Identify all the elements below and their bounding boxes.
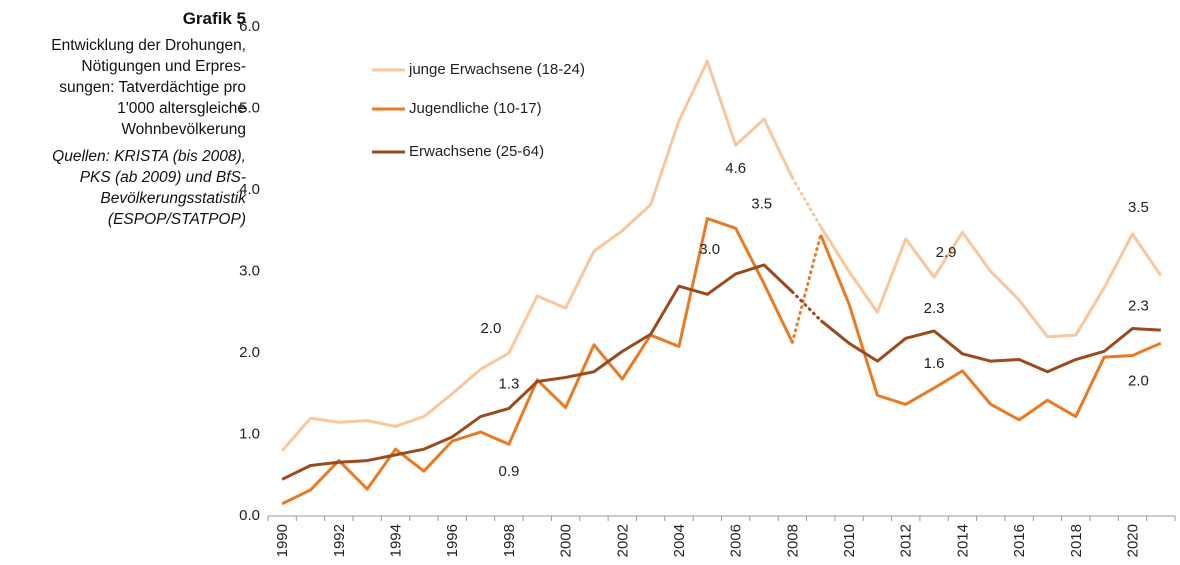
subtitle: Entwicklung der Drohungen, Nötigungen und…: [0, 35, 246, 140]
x-tick-label: 2010: [841, 524, 858, 557]
y-tick-label: 4.0: [239, 181, 260, 198]
y-tick-label: 6.0: [239, 18, 260, 35]
x-tick-label: 2002: [614, 524, 631, 557]
data-label: 3.5: [1128, 199, 1149, 216]
data-label: 2.3: [924, 300, 945, 317]
x-tick-label: 2020: [1124, 524, 1141, 557]
x-tick-label: 1990: [274, 524, 291, 557]
legend-label: Jugendliche (10-17): [409, 100, 542, 117]
source: Quellen: KRISTA (bis 2008), PKS (ab 2009)…: [0, 146, 246, 230]
data-label: 4.6: [725, 160, 746, 177]
data-label: 2.3: [1128, 298, 1149, 315]
y-tick-label: 5.0: [239, 99, 260, 116]
data-label: 1.3: [498, 375, 519, 392]
subtitle-line: 1'000 altersgleiche: [117, 100, 246, 117]
y-tick-label: 3.0: [239, 262, 260, 279]
source-line: Quellen: KRISTA (bis 2008),: [52, 148, 246, 165]
y-tick-label: 0.0: [239, 507, 260, 524]
x-tick-label: 1994: [388, 524, 405, 557]
series-line: [819, 319, 1161, 374]
source-line: PKS (ab 2009) und BfS-: [79, 169, 246, 186]
sidebar: Grafik 5 Entwicklung der Drohungen, Nötig…: [0, 8, 246, 230]
legend-label: junge Erwachsene (18-24): [408, 61, 585, 78]
source-line: (ESPOP/STATPOP): [107, 211, 246, 228]
series-line: [281, 217, 794, 506]
subtitle-line: Nötigungen und Erpres-: [81, 58, 246, 75]
data-label: 1.6: [924, 355, 945, 372]
data-label: 0.9: [498, 463, 519, 480]
legend-label: Erwachsene (25-64): [409, 143, 544, 160]
x-tick-label: 2008: [784, 524, 801, 557]
x-tick-label: 2006: [728, 524, 745, 557]
dotted-connector: [790, 176, 823, 229]
y-tick-label: 1.0: [239, 425, 260, 442]
series-line: [281, 59, 794, 452]
x-tick-label: 2014: [954, 524, 971, 557]
x-tick-label: 1996: [444, 524, 461, 557]
chart-title: Grafik 5: [182, 9, 246, 28]
y-tick-label: 2.0: [239, 344, 260, 361]
series-line: [819, 234, 1162, 422]
x-tick-label: 1998: [501, 524, 518, 557]
x-tick-label: 2016: [1011, 524, 1028, 557]
x-tick-label: 2012: [898, 524, 915, 557]
x-tick-label: 2018: [1068, 524, 1085, 557]
x-tick-label: 1992: [331, 524, 348, 557]
x-tick-label: 2000: [558, 524, 575, 557]
subtitle-line: Wohnbevölkerung: [121, 121, 246, 138]
subtitle-line: sungen: Tatverdächtige pro: [59, 79, 246, 96]
data-label: 2.0: [480, 320, 501, 337]
dotted-connector: [790, 290, 823, 322]
data-label: 3.0: [699, 241, 720, 258]
x-tick-label: 2004: [671, 524, 688, 557]
data-label: 2.0: [1128, 372, 1149, 389]
series-line: [281, 263, 794, 481]
data-label: 3.5: [751, 195, 772, 212]
data-label: 2.9: [936, 244, 957, 261]
series-line: [819, 225, 1163, 339]
dotted-connector: [790, 233, 823, 344]
source-line: Bevölkerungsstatistik: [100, 190, 246, 207]
subtitle-line: Entwicklung der Drohungen,: [51, 37, 246, 54]
